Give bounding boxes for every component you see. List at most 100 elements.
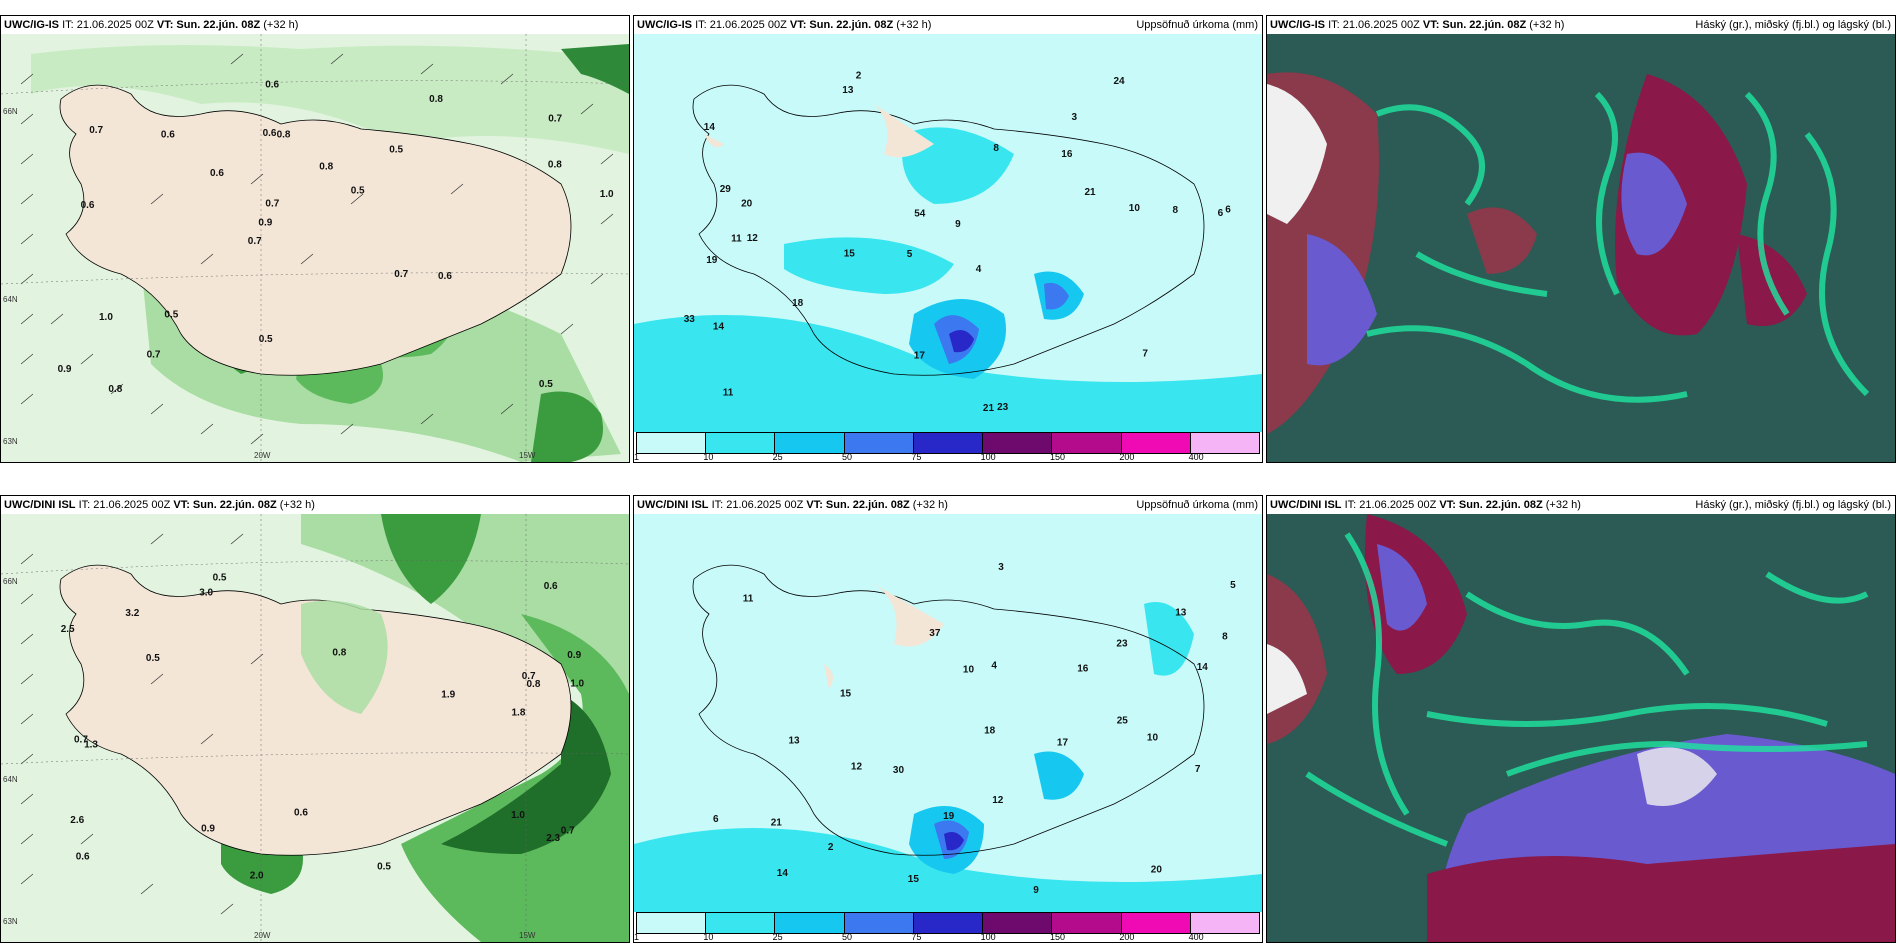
map-value-label: 19 (943, 811, 955, 822)
map-value-label: 19 (706, 255, 718, 266)
map-value-label: 21 (771, 817, 783, 828)
map-value-label: 0.6 (76, 852, 90, 863)
colorbar-swatch (983, 433, 1053, 453)
map-value-label: 13 (842, 85, 854, 96)
valid-time: Sun. 22.jún. 08Z (809, 19, 894, 31)
map-value-label: 1.8 (512, 708, 526, 719)
colorbar-tick-label: 400 (1188, 452, 1204, 462)
precip-colorbar: 1 10 25 50 75 100 150 200 400 (634, 912, 1262, 942)
map-value-label: 0.8 (277, 129, 291, 140)
colorbar-swatch (983, 913, 1053, 933)
map-value-label: 16 (1077, 664, 1089, 675)
wind-map-svg: 66N 64N 63N 20W 15W 0.50.60.70.70.50.80.… (1, 34, 629, 462)
map-value-label: 0.6 (263, 128, 277, 139)
map-value-label: 11 (723, 387, 734, 398)
map-value-label: 0.5 (351, 186, 365, 197)
colorbar-swatch (1052, 913, 1122, 933)
valid-label: VT: (1422, 19, 1440, 31)
map-value-label: 0.5 (146, 653, 160, 664)
map-value-label: 1.0 (570, 679, 584, 690)
map-value-label: 2.3 (546, 833, 560, 844)
lead-time: (+32 h) (279, 499, 315, 511)
map-value-label: 0.7 (265, 198, 279, 209)
colorbar-tick-label: 50 (842, 452, 853, 462)
colorbar-swatch (637, 433, 707, 453)
model-name: UWC/IG-IS (637, 19, 692, 31)
map-value-label: 0.8 (319, 161, 333, 172)
valid-time: Sun. 22.jún. 08Z (192, 499, 277, 511)
map-value-label: 2 (856, 70, 862, 81)
map-value-label: 0.7 (147, 350, 161, 361)
map-value-label: 37 (929, 628, 941, 639)
map-value-label: 1.0 (99, 312, 113, 323)
map-value-label: 0.6 (294, 808, 308, 819)
map-value-label: 2.6 (70, 815, 84, 826)
cloud-title: Háský (gr.), miðský (fj.bl.) og lágský (… (1695, 499, 1891, 511)
map-value-label: 13 (789, 736, 801, 747)
map-value-label: 23 (1116, 639, 1128, 650)
map-value-label: 3.2 (125, 608, 139, 619)
map-value-label: 9 (955, 219, 961, 230)
map-value-label: 15 (840, 688, 852, 699)
lat-label: 66N (3, 577, 18, 586)
colorbar-swatch (637, 913, 707, 933)
map-value-label: 14 (713, 322, 725, 333)
map-value-label: 0.9 (567, 650, 581, 661)
map-value-label: 0.8 (527, 679, 541, 690)
map-value-label: 4 (991, 660, 997, 671)
map-value-label: 54 (914, 208, 926, 219)
map-precip: 2 3 6 5 4 12 14 16 19 8 9 11 13 15 21 23 17 24 21 18 20 11 6 8 3… (634, 34, 1262, 462)
panel-precip-dini: UWC/DINI ISL IT: 21.06.2025 00Z VT: Sun.… (633, 495, 1263, 943)
lat-label: 63N (3, 917, 18, 926)
map-value-label: 29 (720, 184, 732, 195)
model-name: UWC/DINI ISL (1270, 499, 1342, 511)
valid-time: Sun. 22.jún. 08Z (1458, 499, 1543, 511)
colorbar-tick-label: 1 (634, 932, 640, 942)
map-value-label: 4 (976, 264, 982, 275)
map-value-label: 0.9 (258, 218, 272, 229)
map-value-label: 2 (828, 842, 834, 853)
map-value-label: 0.6 (544, 581, 558, 592)
precip-title: Uppsöfnuð úrkoma (mm) (1136, 19, 1258, 31)
map-value-label: 6 (1218, 208, 1224, 219)
map-value-label: 13 (1175, 607, 1187, 618)
valid-time: Sun. 22.jún. 08Z (176, 19, 261, 31)
colorbar-tick-label: 1 (634, 452, 640, 462)
map-value-label: 0.5 (213, 573, 227, 584)
map-value-label: 30 (893, 765, 905, 776)
precip-colorbar: 1 10 25 50 75 100 150 200 400 (634, 432, 1262, 462)
lon-label: 20W (254, 451, 271, 460)
panel-precip-ig: UWC/IG-IS IT: 21.06.2025 00Z VT: Sun. 22… (633, 15, 1263, 463)
map-value-label: 0.7 (89, 125, 103, 136)
colorbar-swatch (913, 913, 984, 933)
colorbar-tick-label: 50 (842, 932, 853, 942)
map-value-label: 0.5 (164, 310, 178, 321)
precip-map-svg: 2354812101920371514161113976182125231430… (634, 514, 1262, 942)
colorbar-swatch (775, 433, 845, 453)
panel-wind-precip-dini: UWC/DINI ISL IT: 21.06.2025 00Z VT: Sun.… (0, 495, 630, 943)
map-value-label: 0.7 (74, 734, 88, 745)
map-value-label: 0.8 (332, 648, 346, 659)
init-time: IT: 21.06.2025 00Z (1328, 19, 1420, 31)
colorbar-swatch (913, 433, 984, 453)
map-value-label: 6 (713, 814, 719, 825)
map-value-label: 14 (1197, 662, 1209, 673)
colorbar-tick-label: 100 (980, 452, 996, 462)
map-value-label: 6 (1225, 205, 1231, 216)
map-value-label: 0.5 (389, 145, 403, 156)
map-value-label: 5 (907, 249, 913, 260)
lead-time: (+32 h) (263, 19, 299, 31)
wind-map-svg: 66N 64N 63N 20W 15W 1.00.90.70.80.60.50.… (1, 514, 629, 942)
lat-label: 63N (3, 437, 18, 446)
lead-time: (+32 h) (912, 499, 948, 511)
map-value-label: 0.7 (548, 113, 562, 124)
map-value-label: 24 (1114, 76, 1126, 87)
map-value-label: 21 (1085, 187, 1097, 198)
colorbar-swatch (844, 913, 914, 933)
map-value-label: 1.9 (441, 689, 455, 700)
colorbar-swatch (844, 433, 914, 453)
map-value-label: 0.9 (201, 823, 215, 834)
map-value-label: 10 (963, 665, 975, 676)
map-value-label: 0.6 (210, 168, 224, 179)
map-value-label: 2.0 (250, 871, 264, 882)
